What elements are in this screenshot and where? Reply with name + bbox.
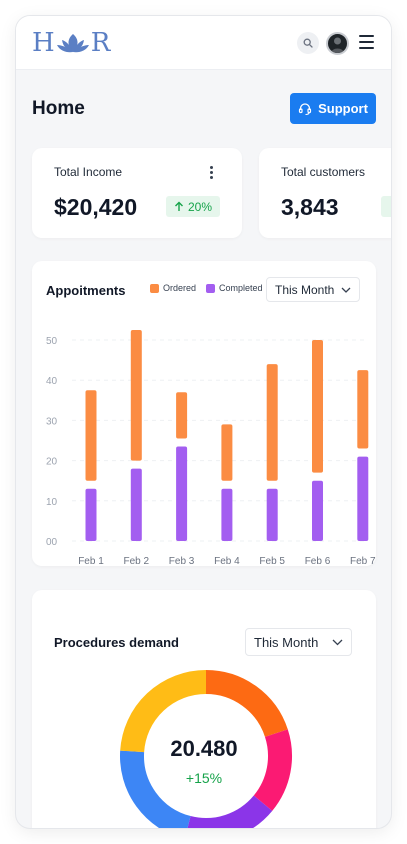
bar-ordered[interactable] [221, 424, 233, 481]
y-tick-label: 10 [46, 497, 58, 508]
bar-completed[interactable] [130, 468, 142, 541]
logo-letter-h: H [32, 28, 55, 58]
x-tick-label: Feb 6 [305, 556, 331, 566]
bar-ordered[interactable] [85, 390, 97, 481]
legend-swatch-ordered [150, 283, 159, 293]
bar-completed[interactable] [85, 488, 97, 541]
chevron-down-icon [332, 639, 343, 645]
bar-completed[interactable] [312, 480, 323, 541]
top-bar: H R [16, 16, 391, 70]
income-label: Total Income [54, 165, 123, 179]
x-tick-label: Feb 7 [350, 556, 376, 566]
hamburger-icon [359, 35, 374, 37]
bar-ordered[interactable] [176, 392, 188, 439]
income-trend-badge: 20% [166, 196, 221, 217]
income-trend-value: 20% [188, 199, 213, 214]
x-tick-label: Feb 5 [259, 556, 285, 566]
procedures-card: Procedures demand This Month 20.480 +15% [32, 590, 376, 828]
legend-swatch-completed [206, 283, 216, 293]
legend-label-completed: Completed [219, 283, 263, 293]
page-title: Home [32, 98, 85, 119]
logo-letter-r: R [90, 28, 111, 58]
y-tick-label: 40 [46, 376, 58, 387]
x-tick-label: Feb 1 [78, 556, 104, 566]
y-tick-label: 50 [46, 336, 58, 347]
donut-segment-5[interactable] [120, 670, 207, 753]
procedures-total: 20.480 [170, 736, 238, 761]
lotus-icon [56, 34, 89, 53]
donut-segment-1[interactable] [205, 670, 288, 738]
legend-ordered: Ordered [150, 283, 196, 293]
search-icon [303, 38, 313, 48]
procedures-donut-chart [120, 670, 292, 828]
y-tick-label: 00 [46, 537, 58, 548]
support-button[interactable]: Support [290, 93, 376, 124]
customers-value: 3,843 [281, 194, 339, 220]
bar-ordered[interactable] [312, 340, 323, 473]
procedures-period-value: This Month [254, 634, 319, 650]
donut-segment-3[interactable] [187, 795, 273, 828]
support-label: Support [318, 101, 368, 116]
x-tick-label: Feb 3 [169, 556, 195, 566]
appointments-chart: 50 40 30 20 10 00 Feb 1 Feb 2 Feb 3 Feb 4 Feb 5 Feb… [46, 329, 376, 566]
bar-completed[interactable] [221, 488, 233, 541]
appointments-period-value: This Month [275, 282, 335, 297]
bar-ordered[interactable] [357, 370, 369, 449]
avatar[interactable] [326, 32, 349, 55]
bar-ordered[interactable] [130, 329, 142, 461]
logo[interactable]: H R [32, 28, 110, 58]
y-tick-label: 30 [46, 416, 58, 427]
x-tick-label: Feb 4 [214, 556, 240, 566]
arrow-up-icon [175, 201, 183, 211]
legend-label-ordered: Ordered [163, 283, 197, 293]
appointments-period-select[interactable]: This Month [266, 277, 360, 302]
app-frame: H R Home [16, 16, 391, 828]
bar-completed[interactable] [357, 456, 369, 541]
x-tick-label: Feb 2 [124, 556, 150, 566]
appointments-title: Appoitments [46, 283, 126, 298]
bar-completed[interactable] [266, 488, 278, 541]
procedures-title: Procedures demand [54, 635, 179, 650]
procedures-period-select[interactable]: This Month [245, 628, 352, 656]
appointments-card: Appoitments Ordered Completed This Month… [32, 261, 376, 566]
kebab-icon [210, 166, 213, 169]
customers-label: Total customers [281, 165, 366, 179]
legend-completed: Completed [206, 283, 263, 293]
chevron-down-icon [341, 287, 351, 293]
income-value: $20,420 [54, 194, 138, 220]
bar-completed[interactable] [176, 446, 188, 541]
donut-segment-4[interactable] [120, 750, 192, 828]
customers-trend-badge [381, 196, 391, 217]
chart-legend: Ordered Completed [150, 283, 263, 293]
customers-card: Total customers 3,843 [259, 148, 391, 238]
user-photo-icon [331, 37, 344, 53]
donut-segment-2[interactable] [253, 729, 292, 811]
bar-ordered[interactable] [266, 364, 278, 481]
income-card: Total Income $20,420 20% [32, 148, 242, 238]
headset-icon [298, 102, 312, 115]
menu-button[interactable] [359, 35, 374, 49]
procedures-change: +15% [185, 770, 223, 786]
search-button[interactable] [297, 32, 319, 54]
y-tick-label: 20 [46, 457, 58, 468]
more-options-button[interactable] [210, 166, 214, 180]
